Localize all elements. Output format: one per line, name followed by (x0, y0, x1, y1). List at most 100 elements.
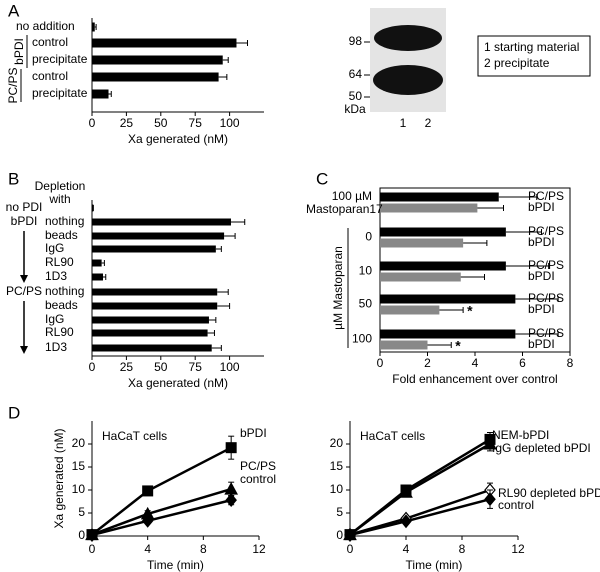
y-tick-label: 20 (330, 436, 344, 450)
lane-label: 2 (425, 116, 432, 130)
category-label: 10 (359, 264, 373, 278)
bar (92, 344, 212, 352)
bar (92, 232, 225, 240)
panel-letter: A (8, 1, 20, 20)
x-tick-label: 25 (120, 116, 134, 130)
bar (380, 238, 464, 248)
y-tick-label: 10 (72, 482, 86, 496)
y-tick-label: 0 (78, 528, 85, 542)
marker (225, 442, 237, 454)
category-label: control (32, 69, 68, 83)
panel-letter: D (8, 403, 20, 422)
legend-entry: 1 starting material (484, 40, 579, 54)
line (349, 488, 491, 536)
marker (344, 528, 356, 543)
series-label: IgG depleted bPDI (492, 441, 591, 455)
gel-image (370, 8, 446, 112)
bar (92, 259, 102, 267)
y-tick-label: 15 (72, 459, 86, 473)
category-label: RL90 (45, 325, 74, 339)
marker-label: 64 (349, 67, 363, 81)
marker (400, 514, 412, 529)
x-tick-label: 0 (377, 356, 384, 370)
marker (483, 436, 497, 450)
series-label: bPDI (528, 269, 555, 283)
significance-mark: * (455, 338, 461, 354)
category-label: beads (45, 298, 78, 312)
marker (225, 493, 237, 508)
bar (92, 55, 223, 65)
series-label: PC/PS (528, 291, 564, 305)
marker-label: 50 (349, 89, 363, 103)
bar (380, 294, 516, 304)
bar (380, 340, 428, 350)
x-tick-label: 100 (220, 116, 240, 130)
x-tick-label: 12 (511, 542, 525, 556)
category-label: nothing (45, 284, 84, 298)
line (91, 446, 232, 536)
x-axis-title: Xa generated (nM) (128, 376, 228, 390)
y-axis-title: Xa generated (nM) (52, 428, 66, 528)
group-label: µM Mastoparan (331, 246, 345, 330)
group-label: PC/PS (6, 67, 20, 103)
y-tick-label: 10 (330, 482, 344, 496)
line (349, 438, 491, 536)
marker (399, 485, 413, 498)
bar (380, 272, 461, 282)
x-axis-title: Xa generated (nM) (128, 132, 228, 146)
series-label: control (498, 498, 534, 512)
line (349, 442, 491, 536)
x-tick-label: 4 (403, 542, 410, 556)
bar (92, 89, 109, 99)
x-tick-label: 4 (144, 542, 151, 556)
series-label: RL90 depleted bPDI (498, 486, 600, 500)
marker (224, 482, 239, 495)
category-label: IgG (45, 241, 64, 255)
bar (92, 204, 94, 212)
bar (380, 227, 506, 237)
bar (92, 38, 237, 48)
series-label: NEM-bPDI (492, 428, 549, 442)
x-tick-label: 75 (189, 360, 203, 374)
bar (92, 329, 208, 337)
x-tick-label: 100 (220, 360, 240, 374)
bar (380, 329, 516, 339)
category-label: precipitate (32, 52, 88, 66)
y-tick-label: 5 (336, 505, 343, 519)
x-tick-label: 8 (200, 542, 207, 556)
category-label: IgG (45, 312, 64, 326)
group-label: PC/PS (6, 284, 42, 298)
category-label: nothing (45, 214, 84, 228)
y-tick-label: 0 (336, 528, 343, 542)
group-label: bPDI (12, 38, 26, 65)
x-tick-label: 0 (347, 542, 354, 556)
bar (380, 261, 506, 271)
annotation: HaCaT cells (102, 429, 167, 443)
category-label: RL90 (45, 255, 74, 269)
x-tick-label: 0 (89, 116, 96, 130)
x-tick-label: 0 (89, 360, 96, 374)
series-label: control (240, 472, 276, 486)
x-tick-label: 0 (89, 542, 96, 556)
x-tick-label: 25 (120, 360, 134, 374)
marker (86, 528, 98, 543)
bar (380, 305, 440, 315)
bar (92, 72, 219, 82)
bar (92, 302, 218, 310)
x-axis-title: Time (min) (406, 558, 463, 572)
category-label: 100 µM Mastoparan17 (306, 188, 383, 216)
series-label: PC/PS (528, 258, 564, 272)
x-tick-label: 2 (424, 356, 431, 370)
bar (92, 273, 104, 281)
marker (142, 485, 154, 497)
series-label: bPDI (528, 302, 555, 316)
arrow-head (20, 275, 28, 283)
panel-letter: B (8, 169, 19, 188)
bar (380, 192, 499, 202)
y-tick-label: 15 (330, 459, 344, 473)
group-label: bPDI (11, 214, 38, 228)
x-tick-label: 8 (459, 542, 466, 556)
bar (92, 316, 209, 324)
